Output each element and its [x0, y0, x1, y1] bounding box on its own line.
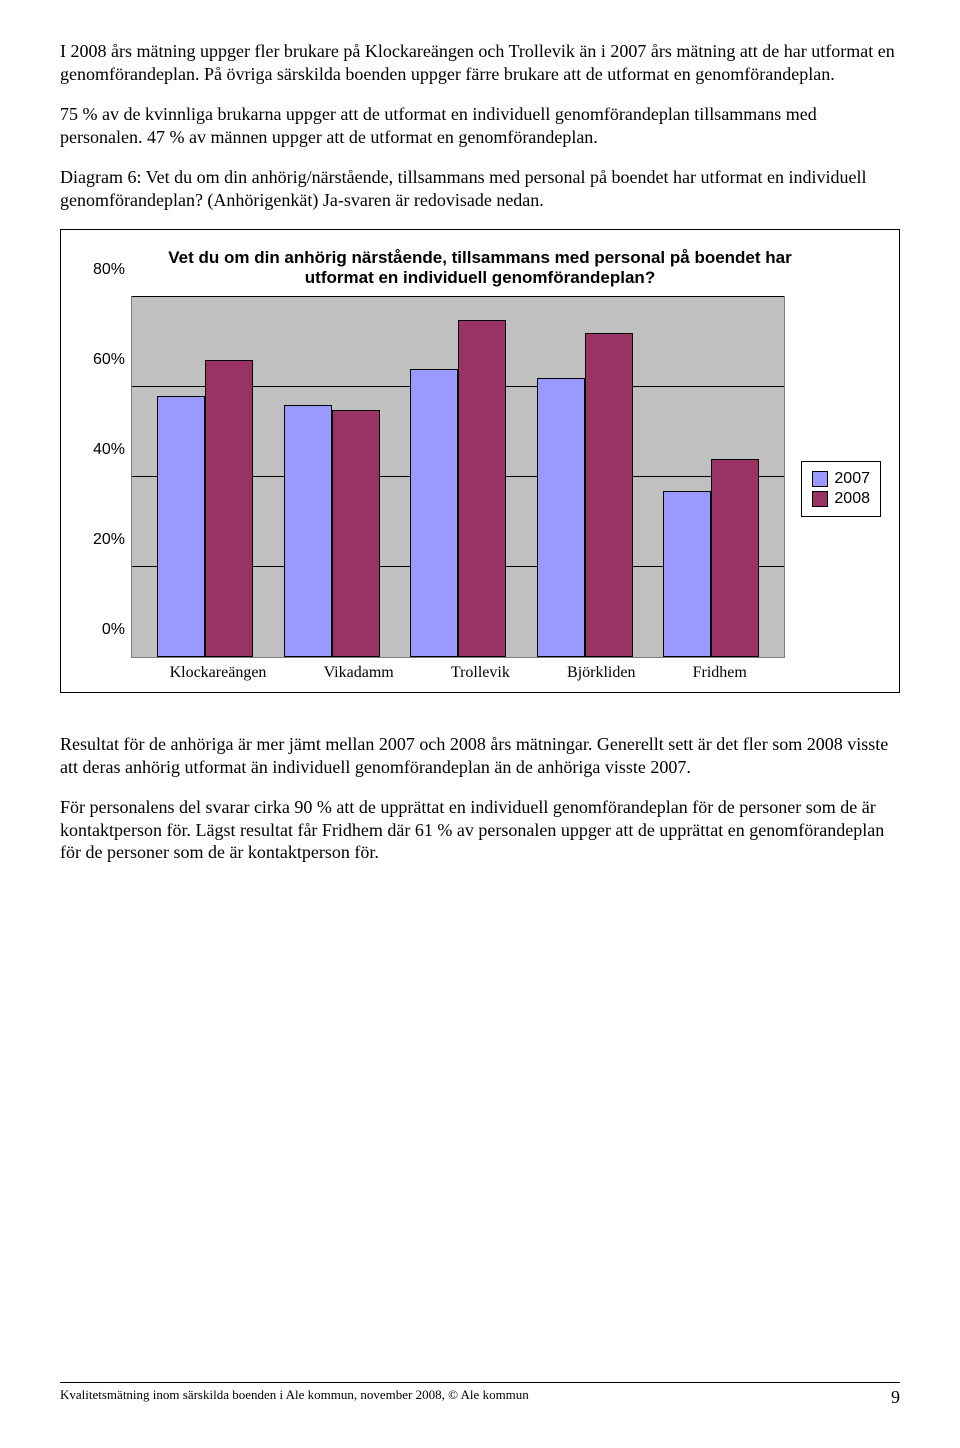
bar [284, 405, 332, 657]
x-tick-label: Vikadamm [324, 664, 394, 682]
bars [132, 297, 784, 657]
bar [711, 459, 759, 657]
y-tick-label: 60% [93, 351, 125, 369]
chart-title: Vet du om din anhörig närstående, tillsa… [139, 248, 821, 288]
bar [157, 396, 205, 657]
bar [537, 378, 585, 657]
bar [663, 491, 711, 658]
page: I 2008 års mätning uppger fler brukare p… [0, 0, 960, 1448]
legend-item: 2007 [812, 470, 870, 488]
chart-main: 0%20%40%60%80% KlockareängenVikadammTrol… [79, 296, 881, 682]
legend-swatch [812, 471, 828, 487]
plot-wrap: Klockareängen Vikadamm Trollevik Björkliden… [131, 296, 785, 682]
bar-group [537, 333, 633, 657]
bar-group [157, 360, 253, 657]
y-tick-label: 80% [93, 261, 125, 279]
x-axis: Klockareängen Vikadamm Trollevik Björkliden… [131, 658, 785, 682]
x-tick-label: Fridhem [693, 664, 747, 682]
paragraph-4: Resultat för de anhöriga är mer jämt mel… [60, 733, 900, 778]
bar-group [663, 459, 759, 657]
bar [410, 369, 458, 657]
paragraph-1: I 2008 års mätning uppger fler brukare p… [60, 40, 900, 85]
legend-swatch [812, 491, 828, 507]
y-tick-label: 40% [93, 441, 125, 459]
paragraph-3: Diagram 6: Vet du om din anhörig/närståe… [60, 166, 900, 211]
chart-container: Vet du om din anhörig närstående, tillsa… [60, 229, 900, 693]
bar [332, 410, 380, 658]
legend-item: 2008 [812, 490, 870, 508]
legend: 2007 2008 [801, 461, 881, 517]
bar-group [284, 405, 380, 657]
paragraph-2: 75 % av de kvinnliga brukarna uppger att… [60, 103, 900, 148]
x-tick-label: Trollevik [451, 664, 510, 682]
legend-label: 2007 [834, 470, 870, 488]
y-tick-label: 20% [93, 531, 125, 549]
bar [458, 320, 506, 658]
page-number: 9 [891, 1387, 900, 1408]
y-tick-label: 0% [102, 621, 125, 639]
legend-label: 2008 [834, 490, 870, 508]
page-footer: Kvalitetsmätning inom särskilda boenden … [60, 1382, 900, 1408]
footer-text: Kvalitetsmätning inom särskilda boenden … [60, 1387, 529, 1408]
chart-left: 0%20%40%60%80% KlockareängenVikadammTrol… [79, 296, 785, 682]
y-axis: 0%20%40%60%80% [79, 288, 131, 648]
x-axis-row: Klockareängen Vikadamm Trollevik Björkliden… [131, 658, 785, 682]
bar [585, 333, 633, 657]
paragraph-5: För personalens del svarar cirka 90 % at… [60, 796, 900, 864]
plot-area [131, 296, 785, 658]
bar [205, 360, 253, 657]
bar-group [410, 320, 506, 658]
x-tick-label: Klockareängen [170, 664, 267, 682]
x-tick-label: Björkliden [567, 664, 635, 682]
